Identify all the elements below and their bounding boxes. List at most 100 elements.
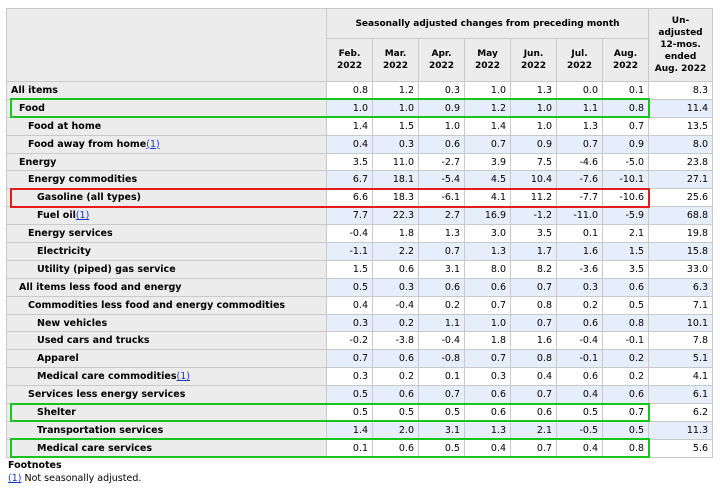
row-label: Medical care services (6, 438, 327, 458)
year-label: 2022 (336, 61, 363, 71)
unadjusted-header-line: 12-mos. (660, 40, 701, 50)
monthly-change-cell: -0.5 (556, 420, 603, 440)
table-row: Electricity -1.1 2.2 0.7 1.3 1.7 1.6 1.5 15.8 (6, 242, 714, 261)
monthly-change-cell: -0.4 (556, 331, 603, 351)
unadjusted-12mo-cell: 7.1 (648, 295, 714, 315)
monthly-change-cell: 1.8 (464, 331, 511, 351)
row-label: Fuel oil(1) (6, 206, 327, 226)
unadjusted-12mo-cell: 68.8 (648, 206, 714, 226)
monthly-change-cell: 10.4 (510, 170, 557, 190)
monthly-change-cell: -0.4 (372, 295, 419, 315)
monthly-change-cell: 4.1 (464, 188, 511, 208)
footnotes-title: Footnotes (8, 460, 62, 471)
table-row: Energy commodities 6.7 18.1 -5.4 4.5 10.4 -7.6… (6, 170, 714, 190)
monthly-change-cell: 0.6 (372, 259, 419, 279)
row-label: Services less energy services (6, 385, 327, 405)
row-label: Electricity (6, 242, 327, 261)
month-header: May 2022 (464, 38, 511, 82)
monthly-change-cell: 0.6 (418, 277, 465, 297)
year-label: 2022 (566, 61, 593, 71)
row-label: Transportation services (6, 420, 327, 440)
monthly-change-cell: 0.9 (601, 134, 650, 154)
monthly-change-cell: 1.5 (326, 259, 373, 279)
monthly-change-cell: 0.7 (418, 385, 465, 405)
monthly-change-cell: -7.7 (556, 188, 603, 208)
row-label-text: Utility (piped) gas service (37, 263, 176, 275)
monthly-change-cell: 0.5 (418, 438, 465, 458)
monthly-change-cell: 1.0 (464, 81, 511, 100)
table-row: Shelter 0.5 0.5 0.5 0.6 0.6 0.5 0.7 6.2 (6, 403, 714, 422)
table-row: Gasoline (all types) 6.6 18.3 -6.1 4.1 11.2 -7… (6, 188, 714, 208)
monthly-change-cell: 0.3 (372, 277, 419, 297)
footnote-link[interactable]: (1) (75, 210, 90, 222)
monthly-change-cell: 0.8 (601, 98, 650, 118)
year-label: 2022 (428, 61, 455, 71)
monthly-change-cell: 1.3 (556, 116, 603, 136)
unadjusted-12mo-header: Un-adjusted 12-mos. ended Aug. 2022 (648, 8, 714, 82)
monthly-change-cell: 0.5 (326, 277, 373, 297)
unadjusted-header-line: Un- (671, 16, 690, 26)
monthly-change-cell: -1.2 (510, 206, 557, 226)
unadjusted-header-line: adjusted (658, 28, 703, 38)
monthly-change-cell: 0.4 (510, 367, 557, 387)
unadjusted-12mo-cell: 19.8 (648, 224, 714, 244)
monthly-change-cell: 0.3 (326, 367, 373, 387)
monthly-change-cell: 1.0 (418, 116, 465, 136)
month-header: Feb. 2022 (326, 38, 373, 82)
row-label: All items less food and energy (6, 277, 327, 297)
footnote-link[interactable]: (1) (176, 371, 190, 383)
unadjusted-header-line: ended (664, 52, 697, 62)
row-label-text: Transportation services (37, 424, 164, 436)
monthly-change-cell: 0.9 (510, 134, 557, 154)
footnote-link[interactable]: (1) (146, 138, 160, 150)
footnote-item: (1) Not seasonally adjusted. (8, 472, 141, 485)
unadjusted-12mo-cell: 5.1 (648, 349, 714, 369)
table-row: Medical care commodities(1) 0.3 0.2 0.1 0.3 0… (6, 367, 714, 387)
row-label-text: Medical care services (37, 442, 152, 454)
monthly-change-cell: 1.5 (372, 116, 419, 136)
monthly-change-cell: 0.3 (372, 134, 419, 154)
unadjusted-12mo-cell: 25.6 (648, 188, 714, 208)
unadjusted-12mo-cell: 11.3 (648, 420, 714, 440)
monthly-change-cell: 0.3 (556, 277, 603, 297)
row-label-text: Food (19, 102, 45, 114)
unadjusted-12mo-cell: 5.6 (648, 438, 714, 458)
unadjusted-12mo-cell: 8.0 (648, 134, 714, 154)
unadjusted-12mo-cell: 15.8 (648, 242, 714, 261)
monthly-change-cell: 0.4 (464, 438, 511, 458)
monthly-change-cell: 22.3 (372, 206, 419, 226)
monthly-change-cell: 3.1 (418, 420, 465, 440)
monthly-change-cell: 0.6 (464, 403, 511, 422)
row-label-text: Services less energy services (28, 389, 186, 401)
row-label-text: All items less food and energy (19, 281, 182, 293)
monthly-change-cell: 1.2 (372, 81, 419, 100)
row-label: Food at home (6, 116, 327, 136)
monthly-change-cell: -5.4 (418, 170, 465, 190)
expenditure-category-header (6, 8, 327, 82)
seasonally-adjusted-group-header: Seasonally adjusted changes from precedi… (325, 8, 650, 39)
monthly-change-cell: 1.4 (326, 420, 373, 440)
monthly-change-cell: 16.9 (464, 206, 511, 226)
monthly-change-cell: -0.4 (326, 224, 373, 244)
monthly-change-cell: -0.1 (556, 349, 603, 369)
monthly-change-cell: -0.2 (326, 331, 373, 351)
monthly-change-cell: 0.8 (510, 349, 557, 369)
monthly-change-cell: 0.2 (556, 295, 603, 315)
monthly-change-cell: 0.5 (601, 420, 650, 440)
footnote-ref-link[interactable]: (1) (8, 473, 22, 484)
unadjusted-12mo-cell: 4.1 (648, 367, 714, 387)
monthly-change-cell: -3.8 (372, 331, 419, 351)
monthly-change-cell: 0.1 (418, 367, 465, 387)
monthly-change-cell: -4.6 (556, 152, 603, 172)
table-row: Energy services -0.4 1.8 1.3 3.0 3.5 0.1 2.1 19.… (6, 224, 714, 244)
unadjusted-12mo-cell: 13.5 (648, 116, 714, 136)
row-label: Gasoline (all types) (6, 188, 327, 208)
monthly-change-cell: 0.3 (326, 313, 373, 333)
monthly-change-cell: 2.1 (601, 224, 650, 244)
row-label-text: Fuel oil (37, 210, 76, 222)
monthly-change-cell: -2.7 (418, 152, 465, 172)
monthly-change-cell: 0.2 (372, 313, 419, 333)
monthly-change-cell: 0.5 (326, 385, 373, 405)
monthly-change-cell: 1.3 (464, 420, 511, 440)
